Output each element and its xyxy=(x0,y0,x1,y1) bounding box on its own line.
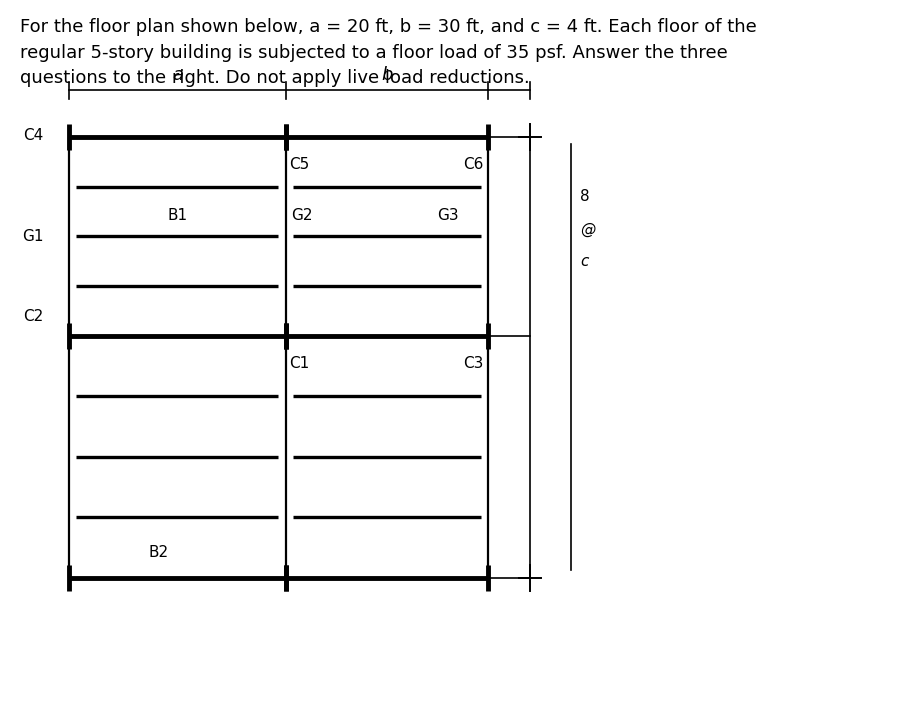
Text: B1: B1 xyxy=(168,209,187,223)
Text: G1: G1 xyxy=(22,229,43,244)
Text: C3: C3 xyxy=(463,356,484,371)
Text: G3: G3 xyxy=(437,209,459,223)
Text: C1: C1 xyxy=(289,356,309,371)
Text: For the floor plan shown below, a = 20 ft, b = 30 ft, and c = 4 ft. Each floor o: For the floor plan shown below, a = 20 f… xyxy=(20,18,757,87)
Text: c: c xyxy=(580,254,589,269)
Text: 8: 8 xyxy=(580,189,589,204)
Text: a: a xyxy=(172,66,182,84)
Text: C6: C6 xyxy=(463,157,484,173)
Text: G2: G2 xyxy=(291,209,312,223)
Text: @: @ xyxy=(580,222,596,237)
Text: B2: B2 xyxy=(149,544,169,560)
Text: b: b xyxy=(381,66,392,84)
Text: C5: C5 xyxy=(289,157,309,173)
Text: C4: C4 xyxy=(23,128,43,142)
Text: C2: C2 xyxy=(23,310,43,324)
